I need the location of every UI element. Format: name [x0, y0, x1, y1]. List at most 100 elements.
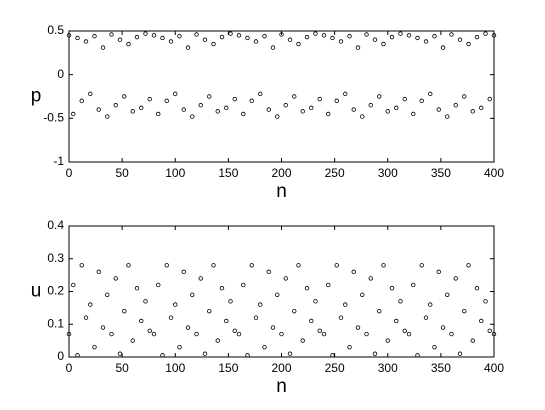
point	[194, 331, 199, 337]
point	[258, 91, 263, 97]
point	[105, 292, 110, 297]
point	[415, 35, 420, 41]
point	[470, 109, 475, 114]
point	[236, 331, 242, 337]
point	[202, 351, 208, 356]
x-tick-label: 0	[66, 361, 73, 375]
point	[360, 292, 365, 297]
point	[449, 331, 454, 337]
point	[109, 331, 114, 337]
point	[491, 33, 497, 38]
point	[343, 302, 348, 307]
point	[71, 111, 76, 117]
point	[126, 41, 131, 47]
point	[219, 34, 225, 40]
point	[428, 91, 433, 97]
point	[134, 286, 140, 291]
x-tick-label: 100	[165, 166, 185, 180]
point	[406, 331, 412, 337]
point	[474, 286, 480, 291]
point	[389, 34, 395, 40]
point	[232, 328, 237, 333]
point	[168, 315, 174, 320]
point	[177, 34, 182, 39]
point	[190, 292, 195, 297]
y-axis-label: p	[31, 86, 42, 107]
point	[389, 286, 395, 291]
point	[321, 33, 327, 38]
point	[368, 103, 373, 108]
point	[151, 33, 157, 38]
point	[377, 308, 382, 314]
point	[479, 105, 484, 111]
point	[385, 109, 390, 114]
point	[207, 94, 212, 99]
y-tick-label: -1	[53, 154, 64, 168]
point	[262, 34, 267, 39]
point	[279, 32, 284, 37]
point	[338, 39, 344, 44]
point	[402, 328, 407, 333]
point	[117, 37, 123, 42]
point	[309, 318, 314, 324]
x-tick-label: 400	[484, 166, 504, 180]
point	[185, 325, 191, 330]
y-tick-label: 0	[57, 349, 64, 363]
point	[122, 308, 127, 314]
point	[96, 269, 101, 275]
point	[88, 302, 93, 307]
point	[177, 344, 182, 350]
point	[381, 263, 386, 268]
point	[377, 94, 382, 99]
point	[313, 31, 318, 36]
point	[266, 107, 271, 112]
point	[381, 41, 386, 47]
point	[262, 344, 267, 350]
point	[406, 33, 412, 38]
point	[368, 276, 373, 281]
point	[343, 91, 348, 97]
point	[462, 308, 467, 314]
point	[249, 98, 254, 104]
point	[266, 269, 271, 275]
point	[462, 94, 467, 99]
point	[139, 105, 144, 111]
x-tick-label: 350	[431, 166, 451, 180]
point	[270, 325, 276, 330]
point	[185, 45, 191, 50]
point	[474, 34, 480, 40]
point	[122, 94, 127, 99]
point	[309, 105, 314, 111]
point	[130, 338, 135, 343]
point	[364, 331, 369, 337]
point	[411, 111, 416, 117]
point	[287, 351, 293, 356]
point	[224, 318, 229, 324]
point	[113, 103, 118, 108]
point	[300, 338, 305, 343]
point	[334, 263, 339, 268]
point	[292, 94, 297, 99]
point	[394, 318, 399, 324]
point	[292, 308, 297, 314]
point	[139, 318, 144, 324]
point	[317, 96, 322, 102]
point	[181, 269, 186, 275]
point	[304, 34, 310, 40]
point	[453, 276, 458, 281]
point	[457, 351, 463, 356]
point	[207, 308, 212, 314]
point	[394, 105, 399, 111]
point	[156, 282, 161, 288]
point	[232, 96, 237, 102]
point	[326, 282, 331, 288]
x-tick-label: 150	[218, 166, 238, 180]
point	[215, 338, 220, 343]
x-tick-label: 250	[325, 166, 345, 180]
point	[432, 344, 437, 350]
point	[313, 299, 318, 304]
point	[470, 338, 475, 343]
x-tick-label: 200	[271, 166, 291, 180]
point	[198, 276, 203, 281]
y-tick-label: 0.5	[47, 23, 64, 37]
